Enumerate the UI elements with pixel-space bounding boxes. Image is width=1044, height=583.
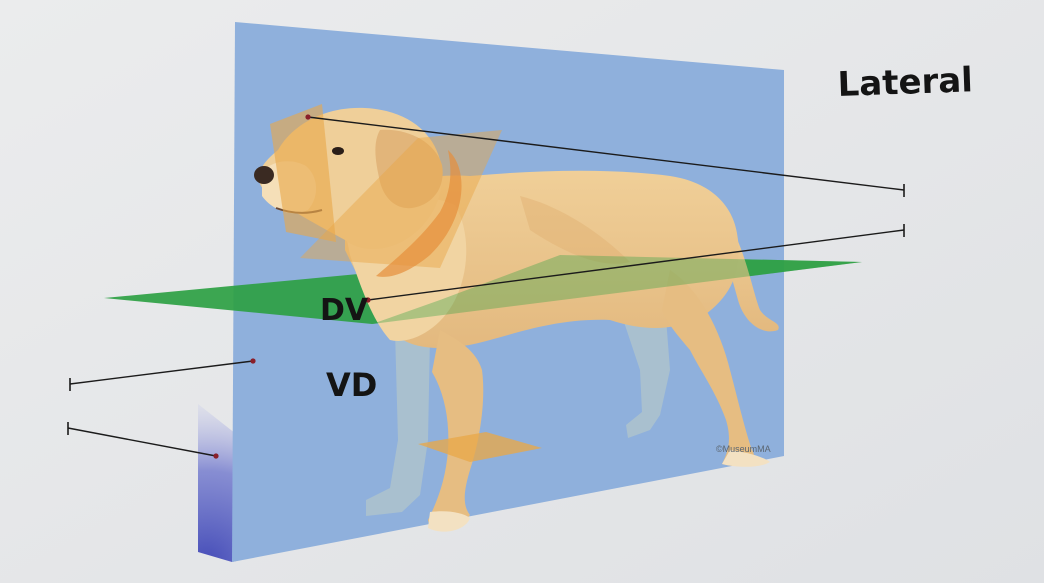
dv-label: DV bbox=[320, 293, 369, 328]
leader-line-1 bbox=[307, 116, 905, 191]
leader-line-3 bbox=[69, 360, 254, 385]
leader-dot-2 bbox=[365, 297, 371, 303]
leader-dot-1 bbox=[305, 114, 311, 120]
far-hind-leg bbox=[620, 305, 670, 438]
transverse-plane-leg bbox=[418, 432, 542, 462]
dog-ear bbox=[375, 129, 443, 209]
near-hind-leg bbox=[662, 270, 754, 467]
dog-eye bbox=[332, 147, 344, 155]
leader-lines bbox=[67, 114, 905, 459]
near-front-leg bbox=[428, 330, 484, 529]
transverse-plane-head bbox=[270, 104, 336, 242]
near-hind-paw bbox=[722, 450, 770, 467]
dog-nose bbox=[254, 166, 274, 184]
neck-collar-strip bbox=[376, 150, 462, 277]
dorsal-plane-overlay bbox=[372, 255, 862, 324]
image-credit: ©MuseumMA bbox=[716, 444, 771, 454]
leader-line-2 bbox=[367, 229, 905, 301]
vd-label: VD bbox=[326, 366, 377, 404]
leader-dot-4 bbox=[213, 453, 219, 459]
coat-shading bbox=[520, 196, 630, 264]
leader-dot-3 bbox=[250, 358, 256, 364]
leader-line-4 bbox=[67, 427, 217, 457]
far-front-leg bbox=[366, 330, 430, 516]
lateral-label: Lateral bbox=[837, 60, 974, 105]
near-front-paw bbox=[428, 511, 470, 532]
